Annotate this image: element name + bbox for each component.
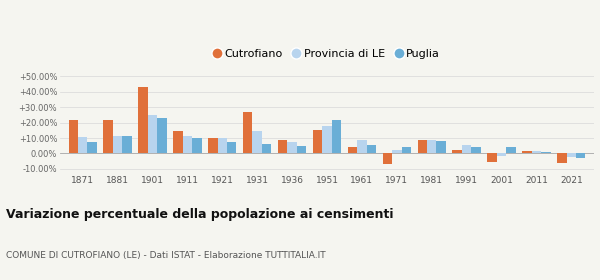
Bar — [88, 142, 97, 153]
Bar — [182, 136, 192, 153]
Bar — [139, 87, 148, 153]
Bar — [262, 144, 271, 153]
Text: Variazione percentuale della popolazione ai censimenti: Variazione percentuale della popolazione… — [6, 208, 394, 221]
Bar — [357, 140, 367, 153]
Bar — [383, 153, 392, 164]
Text: COMUNE DI CUTROFIANO (LE) - Dati ISTAT - Elaborazione TUTTITALIA.IT: COMUNE DI CUTROFIANO (LE) - Dati ISTAT -… — [6, 251, 326, 260]
Bar — [332, 120, 341, 153]
Bar — [103, 120, 113, 153]
Bar — [497, 153, 506, 156]
Bar — [418, 140, 427, 153]
Bar — [487, 153, 497, 162]
Bar — [287, 142, 297, 153]
Bar — [122, 136, 132, 153]
Bar — [113, 136, 122, 153]
Bar — [452, 150, 462, 153]
Bar — [313, 130, 322, 153]
Bar — [157, 118, 167, 153]
Bar — [541, 152, 551, 153]
Bar — [243, 112, 253, 153]
Bar — [68, 120, 78, 153]
Bar — [367, 145, 376, 153]
Bar — [173, 131, 182, 153]
Bar — [392, 150, 401, 153]
Bar — [278, 140, 287, 153]
Bar — [557, 153, 566, 163]
Bar — [427, 140, 436, 153]
Bar — [462, 145, 472, 153]
Bar — [506, 147, 515, 153]
Bar — [348, 146, 357, 153]
Bar — [208, 138, 218, 153]
Bar — [532, 151, 541, 153]
Bar — [566, 153, 576, 157]
Bar — [192, 138, 202, 153]
Bar — [401, 146, 411, 153]
Bar — [148, 115, 157, 153]
Bar — [227, 142, 236, 153]
Bar — [218, 138, 227, 153]
Bar — [253, 131, 262, 153]
Bar — [322, 126, 332, 153]
Bar — [472, 147, 481, 153]
Bar — [576, 153, 586, 158]
Bar — [78, 137, 88, 153]
Bar — [522, 151, 532, 153]
Legend: Cutrofiano, Provincia di LE, Puglia: Cutrofiano, Provincia di LE, Puglia — [210, 45, 444, 63]
Bar — [436, 141, 446, 153]
Bar — [297, 146, 306, 153]
